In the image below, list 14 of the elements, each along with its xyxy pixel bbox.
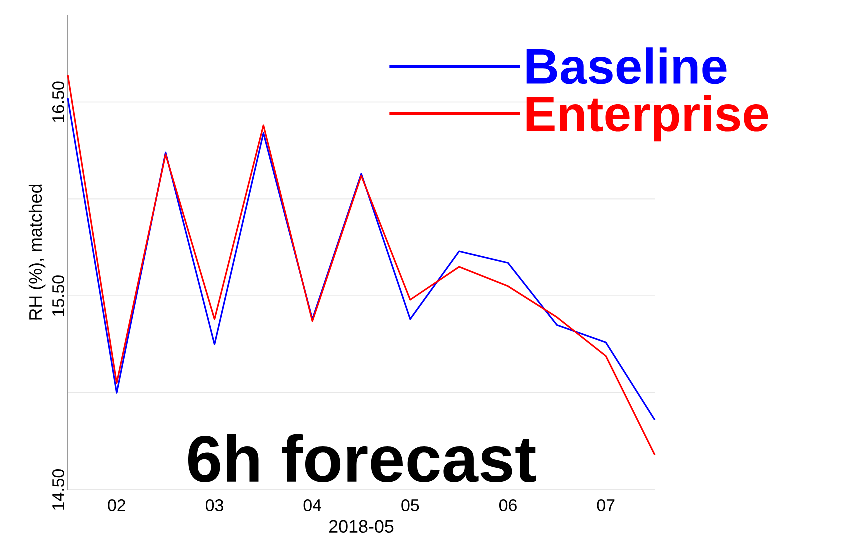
y-tick-label: 16.50 xyxy=(52,82,64,122)
legend-label: Baseline xyxy=(526,48,727,84)
x-tick-label: 02 xyxy=(108,499,126,512)
y-tick-label: 14.50 xyxy=(52,469,64,510)
x-tick-label: 03 xyxy=(206,499,224,512)
legend-label: Enterprise xyxy=(526,95,768,142)
annotation: 6h forecast xyxy=(188,434,536,482)
x-tick-label: 07 xyxy=(597,499,615,512)
x-tick-label: 06 xyxy=(499,499,517,512)
x-tick-label: 05 xyxy=(402,499,420,512)
y-axis-title: RH (%), matched xyxy=(28,184,46,320)
x-axis-title: 2018-05 xyxy=(330,520,394,534)
y-tick-label: 15.50 xyxy=(52,276,64,316)
x-tick-label: 04 xyxy=(304,499,322,512)
